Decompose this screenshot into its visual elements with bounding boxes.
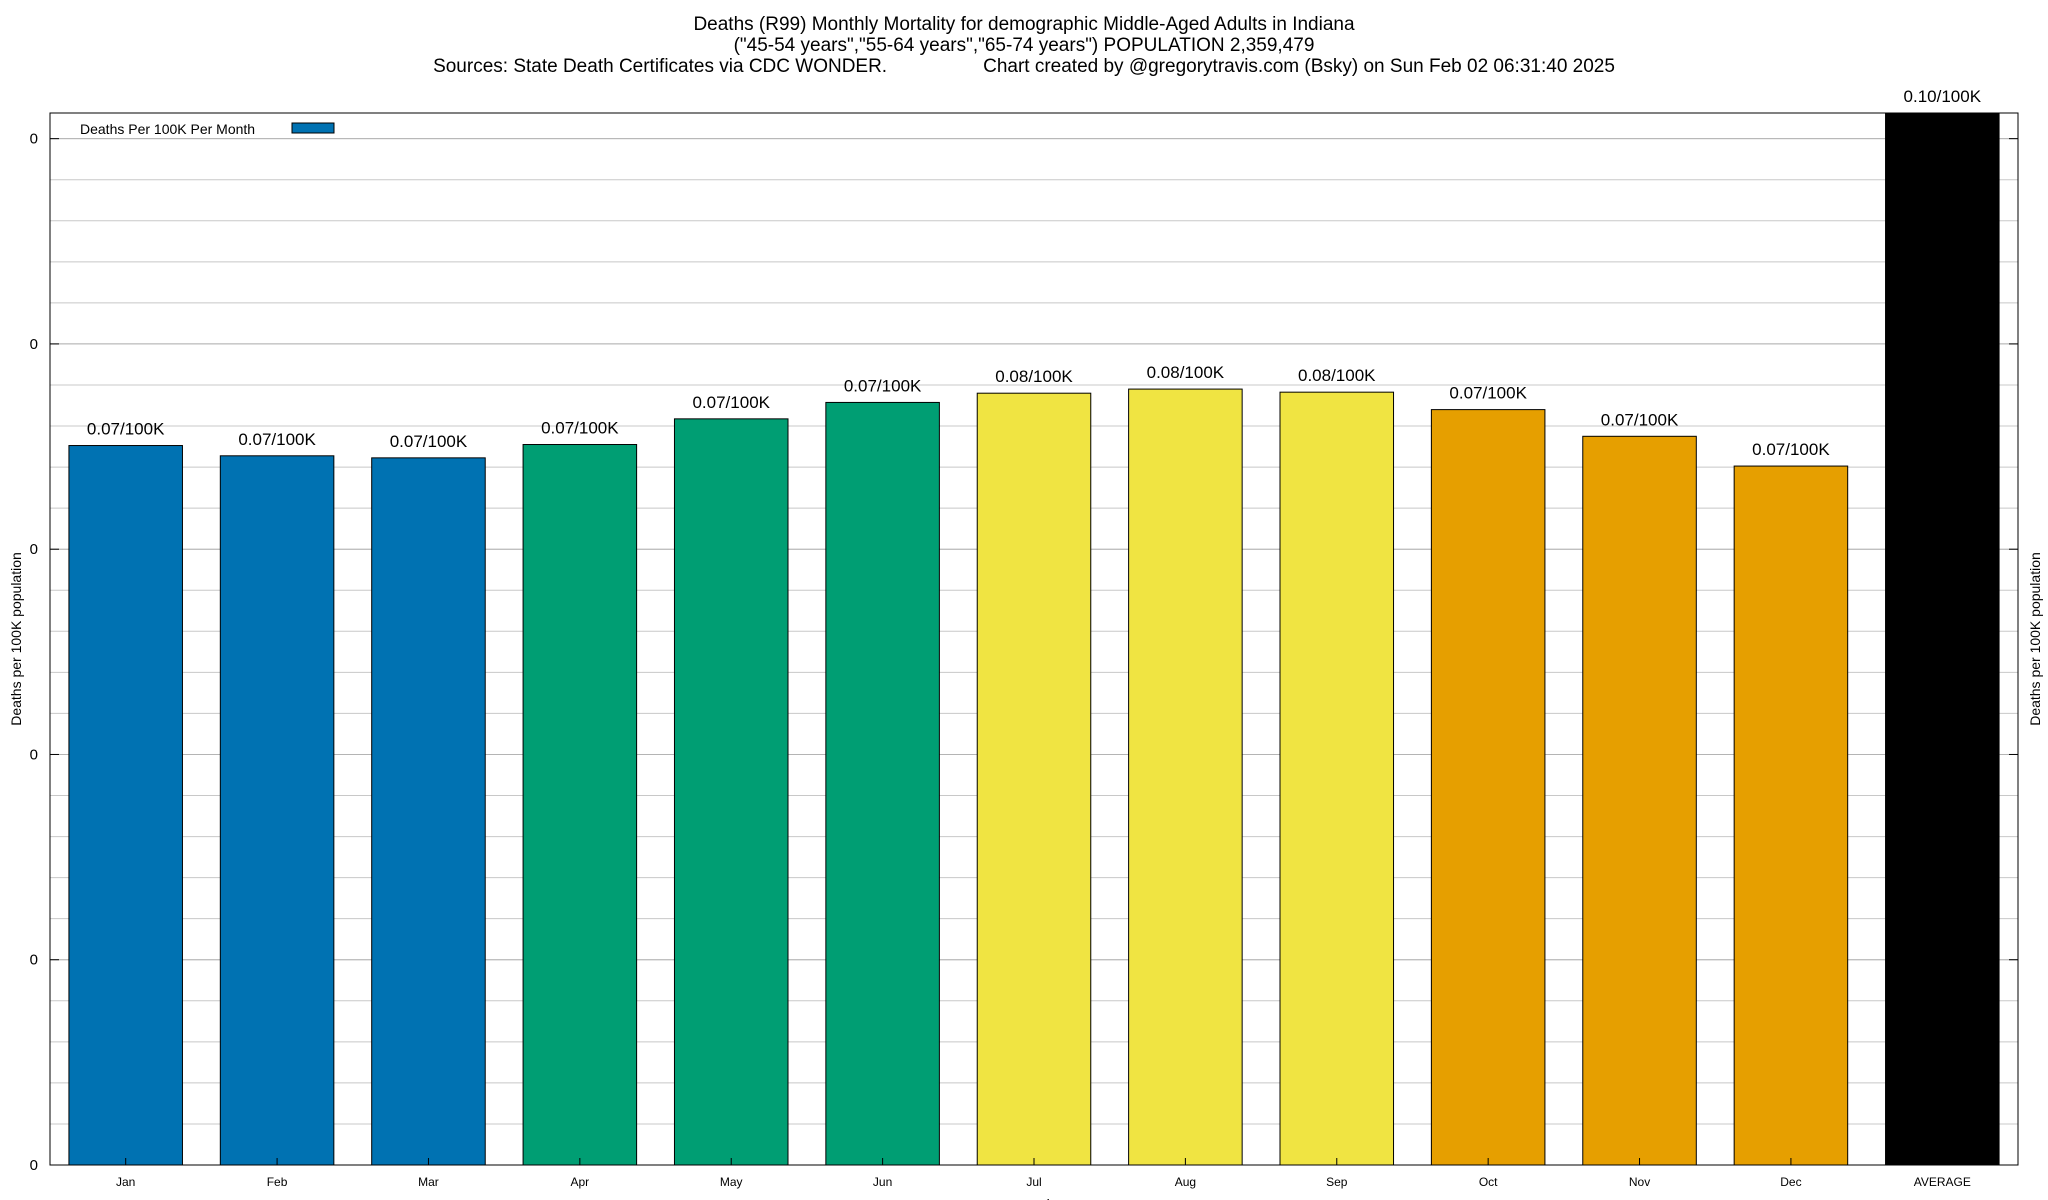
- bar-nov: [1582, 435, 1697, 1166]
- bar-value-label: 0.07/100K: [541, 419, 619, 438]
- chart-sources: Sources: State Death Certificates via CD…: [433, 56, 888, 77]
- y-tick-label: 0: [30, 1157, 38, 1174]
- bar-may: [673, 418, 789, 1166]
- bar-sep: [1279, 391, 1395, 1166]
- bar-aug: [1128, 388, 1243, 1166]
- y-tick-label: 0: [30, 952, 38, 969]
- plot-frame: [49, 112, 2019, 1166]
- y-tick-label: 0: [30, 131, 38, 148]
- x-tick-label: Aug: [1175, 1175, 1196, 1189]
- x-tick-label: Jul: [1026, 1175, 1041, 1189]
- bar-mar: [371, 457, 486, 1166]
- x-tick-label: Sep: [1326, 1175, 1348, 1189]
- bar-value-label: 0.08/100K: [1147, 363, 1225, 382]
- bar-value-label: 0.07/100K: [390, 432, 468, 451]
- x-tick-label: Jun: [873, 1175, 892, 1189]
- chart-subtitle: ("45-54 years","55-64 years","65-74 year…: [733, 35, 1315, 56]
- bar-value-label: 0.07/100K: [1752, 440, 1830, 459]
- x-axis-label: Month: [1013, 1197, 1055, 1200]
- x-tick-label: Apr: [571, 1175, 590, 1189]
- bar-average: [1885, 112, 2000, 1166]
- chart-title: Deaths (R99) Monthly Mortality for demog…: [693, 14, 1355, 35]
- y-tick-label: 0: [30, 336, 38, 353]
- x-tick-label: Dec: [1780, 1175, 1801, 1189]
- chart-source-line: Sources: State Death Certificates via CD…: [0, 56, 2048, 77]
- x-tick-label: Jan: [116, 1175, 135, 1189]
- bar-oct: [1430, 409, 1546, 1166]
- bar-feb: [219, 455, 335, 1166]
- y-tick-label: 0: [30, 541, 38, 558]
- legend-swatch: [291, 122, 335, 134]
- bar-value-label: 0.10/100K: [1904, 87, 1982, 106]
- x-tick-label: AVERAGE: [1914, 1175, 1971, 1189]
- bar-value-label: 0.07/100K: [692, 393, 770, 412]
- chart-credit: Chart created by @gregorytravis.com (Bsk…: [983, 56, 1615, 77]
- y-axis-label: Deaths per 100K population: [8, 552, 24, 726]
- x-tick-label: Mar: [418, 1175, 439, 1189]
- bar-value-label: 0.07/100K: [1601, 410, 1679, 429]
- bar-jan: [68, 445, 183, 1166]
- y2-axis-label: Deaths per 100K population: [2027, 552, 2043, 726]
- bar-dec: [1733, 465, 1849, 1166]
- bar-value-label: 0.07/100K: [1449, 384, 1527, 403]
- bar-value-label: 0.07/100K: [844, 376, 922, 395]
- legend-label: Deaths Per 100K Per Month: [80, 121, 255, 137]
- x-tick-label: Oct: [1479, 1175, 1498, 1189]
- x-tick-label: May: [720, 1175, 743, 1189]
- bar-value-label: 0.08/100K: [995, 367, 1073, 386]
- bar-value-label: 0.07/100K: [87, 420, 165, 439]
- bar-apr: [522, 444, 638, 1166]
- x-tick-label: Nov: [1629, 1175, 1650, 1189]
- y-tick-label: 0: [30, 746, 38, 763]
- bar-jun: [825, 401, 940, 1166]
- bar-value-label: 0.08/100K: [1298, 366, 1376, 385]
- x-tick-label: Feb: [267, 1175, 288, 1189]
- bar-jul: [976, 392, 1092, 1166]
- bar-value-label: 0.07/100K: [238, 430, 316, 449]
